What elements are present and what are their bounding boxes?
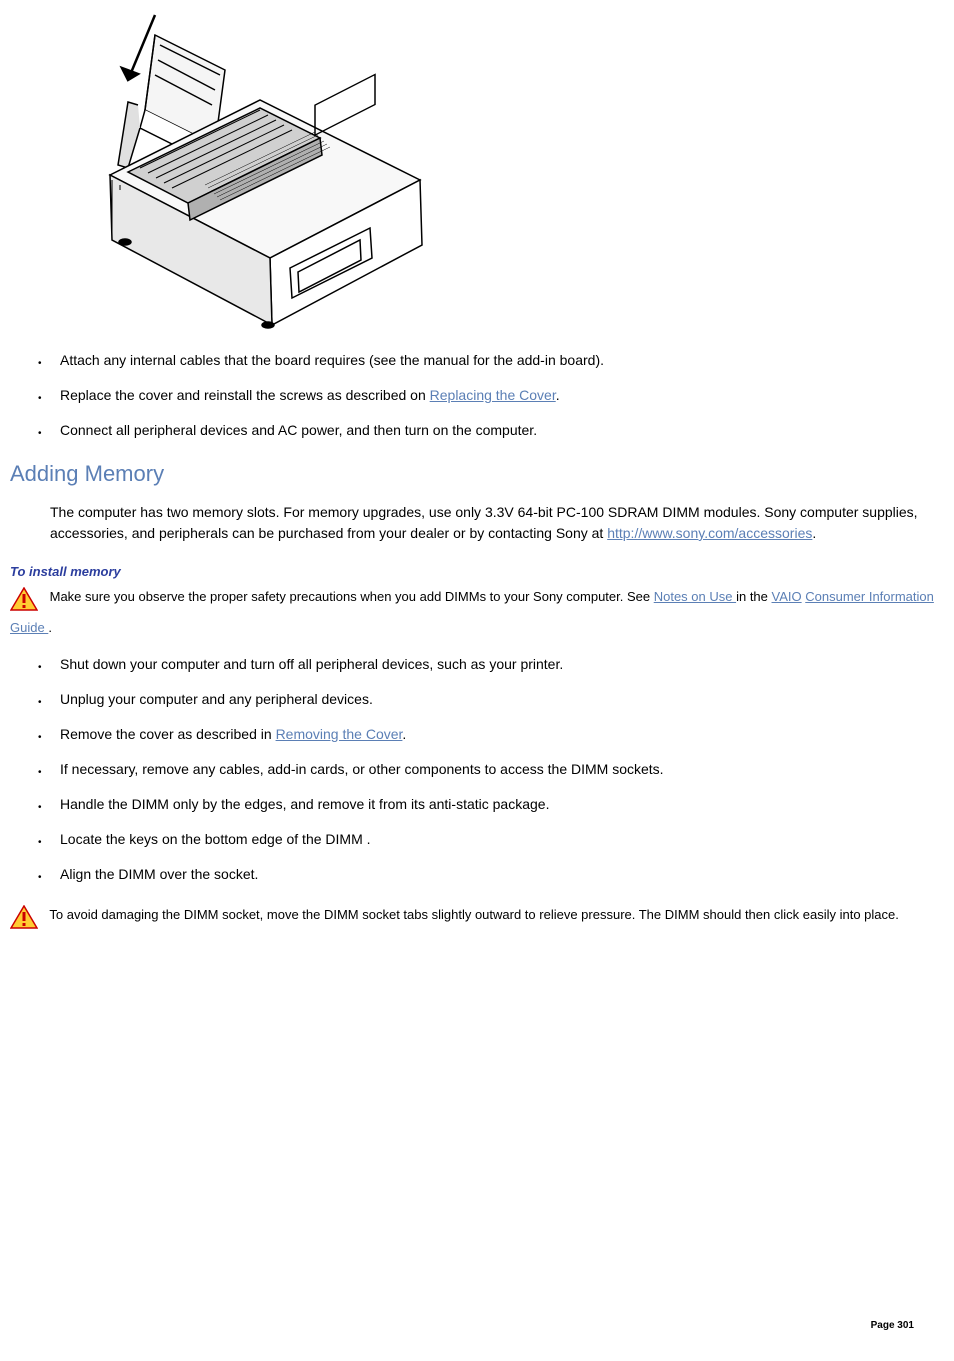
memory-intro-paragraph: The computer has two memory slots. For m… xyxy=(50,502,934,544)
install-memory-steps: Shut down your computer and turn off all… xyxy=(0,654,944,885)
list-item: Locate the keys on the bottom edge of th… xyxy=(0,829,944,850)
install-memory-heading: To install memory xyxy=(10,564,944,579)
list-text: . xyxy=(402,726,406,742)
list-item: Align the DIMM over the socket. xyxy=(0,864,944,885)
caution-text: in the xyxy=(736,589,771,604)
list-item: Connect all peripheral devices and AC po… xyxy=(0,420,944,441)
notes-on-use-link[interactable]: Notes on Use xyxy=(654,589,736,604)
caution-text: Make sure you observe the proper safety … xyxy=(50,589,654,604)
list-item: Handle the DIMM only by the edges, and r… xyxy=(0,794,944,815)
sony-accessories-link[interactable]: http://www.sony.com/accessories xyxy=(607,525,812,541)
list-item: If necessary, remove any cables, add-in … xyxy=(0,759,944,780)
vaio-link[interactable]: VAIO xyxy=(772,589,802,604)
list-item: Shut down your computer and turn off all… xyxy=(0,654,944,675)
caution-icon xyxy=(10,905,38,936)
list-item: Remove the cover as described in Removin… xyxy=(0,724,944,745)
caution-icon xyxy=(10,587,38,618)
caution-text: . xyxy=(48,620,52,635)
para-text: . xyxy=(812,525,816,541)
removing-cover-link[interactable]: Removing the Cover xyxy=(276,726,403,742)
list-text: . xyxy=(556,387,560,403)
caution-safety-precautions: Make sure you observe the proper safety … xyxy=(10,587,934,639)
list-item: Replace the cover and reinstall the scre… xyxy=(0,385,944,406)
page-number: Page 301 xyxy=(871,1320,914,1331)
computer-install-diagram xyxy=(60,10,425,330)
list-item: Unplug your computer and any peripheral … xyxy=(0,689,944,710)
section-heading-adding-memory: Adding Memory xyxy=(10,461,944,487)
caution-dimm-socket: To avoid damaging the DIMM socket, move … xyxy=(10,905,934,936)
list-text: Replace the cover and reinstall the scre… xyxy=(60,387,430,403)
replacing-cover-link[interactable]: Replacing the Cover xyxy=(430,387,556,403)
caution-text: To avoid damaging the DIMM socket, move … xyxy=(49,907,898,922)
list-text: Remove the cover as described in xyxy=(60,726,276,742)
list-item: Attach any internal cables that the boar… xyxy=(0,350,944,371)
install-steps-continued: Attach any internal cables that the boar… xyxy=(0,350,944,441)
